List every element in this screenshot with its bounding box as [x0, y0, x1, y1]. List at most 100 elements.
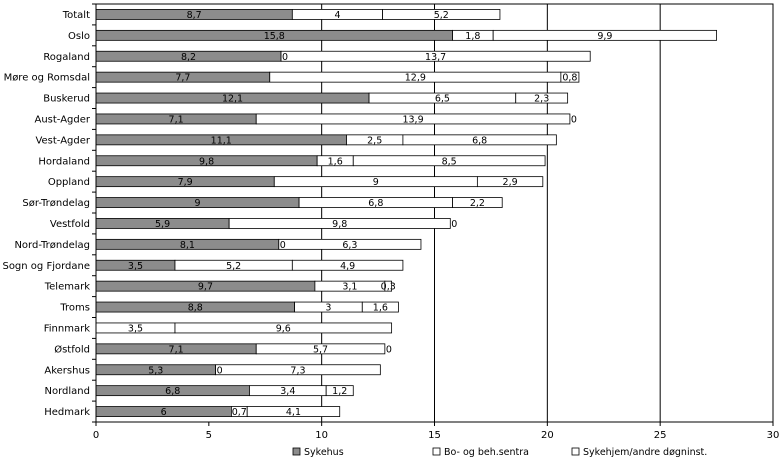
category-label: Nord-Trøndelag [14, 240, 90, 251]
bar-segment [246, 406, 341, 417]
x-tick-label: 25 [654, 430, 667, 441]
data-label: 9 [373, 177, 379, 188]
x-tick-label: 10 [315, 430, 328, 441]
legend-swatch [292, 447, 301, 456]
category-label: Vest-Agder [35, 135, 90, 146]
data-label: 8,7 [187, 10, 202, 21]
data-label: 13,9 [402, 114, 423, 125]
bar-segment [402, 134, 557, 146]
data-label: 0 [217, 365, 223, 376]
data-label: 0 [280, 240, 286, 251]
data-label: 1,6 [328, 156, 343, 167]
bar-segment [228, 218, 451, 229]
x-tick-labels: 0 5 10 15 20 25 30 [93, 430, 780, 441]
data-label: 5,2 [434, 10, 449, 21]
data-label: 1,2 [332, 386, 347, 397]
x-tick-label: 0 [93, 430, 99, 441]
data-label: 2,2 [470, 198, 485, 209]
data-label: 7,1 [169, 344, 184, 355]
legend-swatch [571, 447, 580, 456]
bar-segment [384, 280, 393, 292]
data-label: 3,1 [342, 282, 357, 293]
data-label: 9,7 [198, 282, 213, 293]
data-label: 5,2 [226, 261, 241, 272]
category-label: Østfold [54, 343, 90, 355]
data-label: 5,3 [148, 365, 163, 376]
data-label: 1,6 [373, 303, 388, 314]
bar-segment [174, 322, 393, 334]
bar-segment [325, 385, 354, 397]
data-label: 7,1 [169, 114, 184, 125]
bar-segment [215, 364, 381, 376]
data-label: 3,5 [128, 261, 143, 272]
bars [95, 9, 717, 417]
data-label: 8,8 [188, 303, 203, 314]
data-label: 9,6 [276, 323, 291, 334]
category-label: Telemark [44, 282, 90, 293]
legend-label: Bo- og beh.sentra [444, 447, 529, 458]
data-label: 12,9 [405, 73, 426, 84]
data-label: 0 [451, 219, 457, 230]
category-label: Totalt [62, 10, 90, 21]
axes [92, 3, 774, 426]
data-label: 11,1 [211, 135, 232, 146]
data-label: 7,9 [178, 177, 193, 188]
category-label: Rogaland [43, 52, 90, 63]
category-label: Aust-Agder [35, 114, 91, 125]
bar-segment [255, 113, 571, 125]
data-label: 6,8 [472, 135, 487, 146]
data-label: 4,9 [340, 261, 355, 272]
data-label: 1,8 [465, 31, 480, 42]
x-tick-label: 5 [206, 430, 212, 441]
data-label: 15,8 [264, 31, 285, 42]
legend: Sykehus Bo- og beh.sentra Sykehjem/andre d… [292, 447, 707, 458]
legend-label: Sykehus [304, 447, 344, 458]
data-label: 6,8 [368, 198, 383, 209]
data-label: 12,1 [222, 94, 243, 105]
data-label: 7,7 [175, 73, 190, 84]
data-label: 5,9 [155, 219, 170, 230]
data-label: 7,3 [290, 365, 305, 376]
data-label: 0 [386, 344, 392, 355]
bar-segment [560, 71, 580, 83]
bar-segment [492, 29, 717, 41]
data-label: 6,8 [165, 386, 180, 397]
category-label: Sør-Trøndelag [22, 198, 90, 209]
data-label: 3,4 [280, 386, 295, 397]
category-label: Oppland [48, 177, 90, 188]
legend-label: Sykehjem/andre døgninst. [583, 447, 707, 458]
data-label: 2,3 [534, 94, 549, 105]
bar-segment [382, 9, 501, 20]
bar-segment [352, 155, 546, 167]
category-label: Vestfold [50, 219, 90, 230]
data-label: 2,9 [503, 177, 518, 188]
data-label: 3 [325, 303, 331, 314]
category-label: Nordland [45, 386, 90, 397]
category-label: Møre og Romsdal [4, 73, 90, 84]
category-label: Buskerud [43, 94, 90, 105]
bar-segment [278, 238, 422, 250]
category-label: Troms [59, 303, 90, 314]
category-label: Finnmark [44, 323, 90, 334]
data-label: 9,8 [199, 156, 214, 167]
data-label: 0,3 [381, 282, 396, 293]
data-label: 0 [282, 52, 288, 63]
data-label: 9 [195, 198, 201, 209]
x-tick-label: 20 [541, 430, 554, 441]
data-label: 4 [334, 10, 340, 21]
data-label: 8,2 [181, 52, 196, 63]
data-label: 6,3 [342, 240, 357, 251]
category-label: Akershus [44, 365, 90, 376]
data-label: 5,7 [313, 344, 328, 355]
category-label: Hedmark [44, 407, 90, 418]
data-label: 6 [161, 407, 167, 418]
bar-segment [280, 50, 591, 62]
category-label: Sogn og Fjordane [2, 261, 90, 272]
data-label: 6,5 [435, 94, 450, 105]
data-label: 13,7 [425, 52, 446, 63]
data-label: 4,1 [286, 407, 301, 418]
data-labels: 8,7 4 5,2 15,8 1,8 9,9 8,2 0 13,7 7,7 12,9 0,8 12,1 6… [128, 10, 612, 418]
x-tick-label: 15 [428, 430, 441, 441]
data-label: 3,5 [128, 323, 143, 334]
data-label: 0,8 [562, 73, 577, 84]
